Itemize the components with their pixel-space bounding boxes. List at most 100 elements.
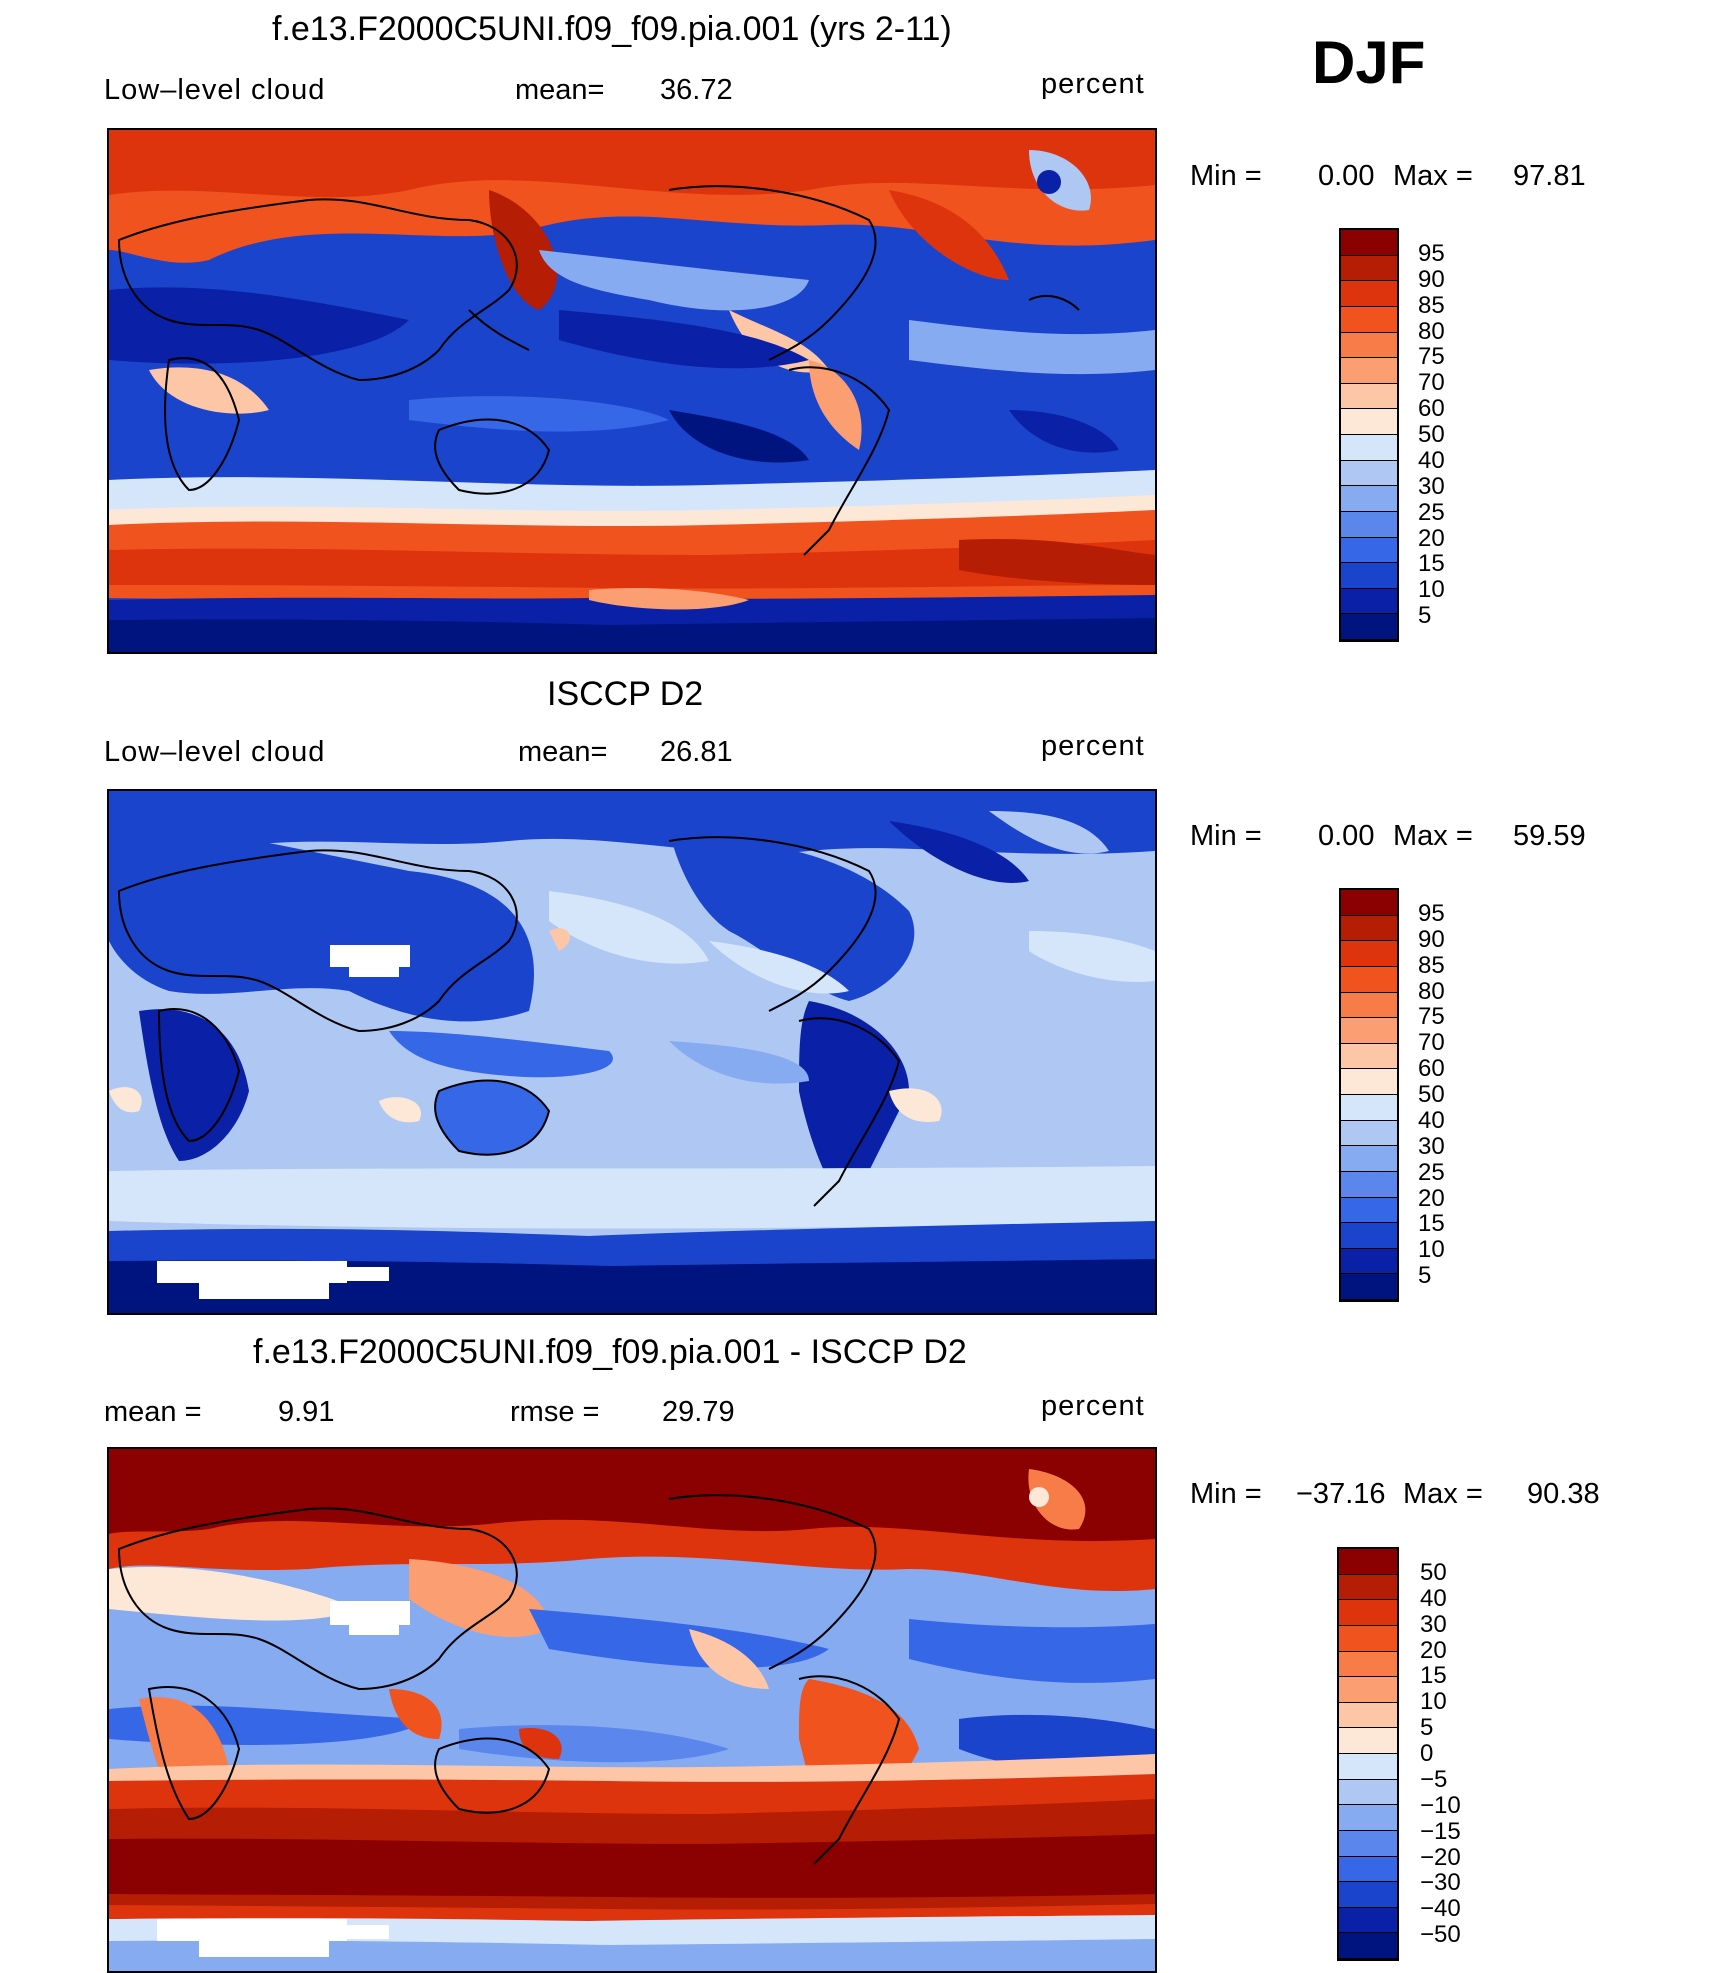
colorbar-swatch [1341,486,1397,512]
colorbar-tick-label: 50 [1420,1558,1447,1586]
colorbar-swatch [1341,1069,1397,1095]
min-value-model: 0.00 [1318,160,1375,192]
panel-mean-label-model: mean= [515,74,605,106]
colorbar-tick-label: 40 [1420,1584,1447,1612]
colorbar-swatch [1341,614,1397,640]
colorbar-swatch [1339,1625,1397,1652]
colorbar-tick-label: 20 [1418,1184,1445,1212]
colorbar-tick-label: 30 [1418,472,1445,500]
max-value-model: 97.81 [1513,160,1586,192]
colorbar-swatch [1341,1171,1397,1198]
max-value-diff: 90.38 [1527,1478,1600,1510]
panel-mean-value-diff: 9.91 [278,1396,335,1428]
colorbar-tick-label: 90 [1418,925,1445,953]
colorbar-swatch [1341,1146,1397,1172]
colorbar-swatch [1341,1197,1397,1224]
max-value-obs: 59.59 [1513,820,1586,852]
colorbar-swatch [1341,1223,1397,1249]
colorbar-tick-label: −30 [1420,1869,1461,1897]
colorbar-tick-label: 80 [1418,317,1445,345]
colorbar-swatch [1341,435,1397,461]
colorbar-swatch [1341,588,1397,615]
colorbar-tick-label: 5 [1418,602,1432,630]
colorbar-swatch [1339,1779,1397,1806]
max-label-model: Max = [1393,160,1473,192]
colorbar-swatch [1341,537,1397,564]
panel-mean-value-model: 36.72 [660,74,733,106]
colorbar-swatch [1339,1651,1397,1678]
panel-title-obs: ISCCP D2 [547,675,704,713]
colorbar-swatch [1339,1805,1397,1831]
colorbar-swatch [1341,966,1397,993]
colorbar-tick-label: 25 [1418,1158,1445,1186]
colorbar-swatch [1341,1095,1397,1121]
colorbar-swatch [1341,358,1397,384]
colorbar-tick-label: 10 [1418,1236,1445,1264]
panel-units-diff: percent [1041,1390,1145,1422]
colorbar-swatch [1341,563,1397,589]
colorbar-swatch [1341,890,1397,916]
max-label-diff: Max = [1403,1478,1483,1510]
colorbar-tick-label: 0 [1420,1740,1434,1767]
colorbar-tick-label: 5 [1420,1714,1434,1742]
colorbar-tick-label: 30 [1420,1610,1447,1638]
colorbar-swatch [1339,1677,1397,1703]
colorbar-tick-label: −40 [1420,1895,1461,1923]
panel-rmse-label-diff: rmse = [510,1396,600,1428]
panel-title-model: f.e13.F2000C5UNI.f09_f09.pia.001 (yrs 2-… [272,10,952,48]
panel-mean-value-obs: 26.81 [660,736,733,768]
panel-rmse-value-diff: 29.79 [662,1396,735,1428]
colorbar-swatch [1339,1933,1397,1959]
colorbar-tick-label: 70 [1418,1029,1445,1057]
colorbar-tick-label: 50 [1418,421,1445,448]
colorbar-tick-label: 90 [1418,265,1445,293]
colorbar-tick-label: 30 [1418,1132,1445,1160]
colorbar-swatch [1341,460,1397,487]
panel-mean-label-diff: mean = [104,1396,202,1428]
min-value-diff: −37.16 [1296,1478,1386,1510]
map-model-low-cloud [107,128,1157,654]
panel-variable-label-obs: Low–level cloud [104,736,326,768]
colorbar-swatch [1339,1549,1397,1575]
colorbar-tick-label: 20 [1420,1636,1447,1664]
colorbar-swatch [1341,992,1397,1019]
panel-title-diff: f.e13.F2000C5UNI.f09_f09.pia.001 - ISCCP… [253,1333,967,1371]
colorbar-swatch [1341,281,1397,307]
colorbar-tick-label: 75 [1418,1003,1445,1031]
colorbar-tick-label: 95 [1418,239,1445,267]
colorbar-swatch [1339,1702,1397,1729]
colorbar-swatch [1339,1907,1397,1934]
colorbar-swatch [1341,383,1397,410]
colorbar-tick-label: 10 [1420,1688,1447,1716]
colorbar-swatch [1341,1274,1397,1300]
colorbar-swatch [1341,1120,1397,1147]
colorbar-tick-label: −50 [1420,1921,1461,1949]
colorbar-swatch [1339,1856,1397,1883]
colorbar-tick-label: 25 [1418,498,1445,526]
colorbar-tick-label: 5 [1418,1262,1432,1290]
colorbar-tick-label: 60 [1418,395,1445,423]
colorbar-tick-label: 40 [1418,446,1445,474]
colorbar-tick-label: 40 [1418,1106,1445,1134]
colorbar-swatch [1341,941,1397,967]
colorbar-swatch [1341,332,1397,359]
max-label-obs: Max = [1393,820,1473,852]
colorbar-tick-label: −20 [1420,1843,1461,1871]
season-label: DJF [1312,29,1426,96]
colorbar-swatch [1341,306,1397,333]
colorbar-tick-label: 10 [1418,576,1445,604]
colorbar-swatch [1339,1754,1397,1780]
colorbar-swatch [1339,1600,1397,1626]
min-label-diff: Min = [1190,1478,1262,1510]
colorbar-tick-label: 75 [1418,343,1445,371]
colorbar-tick-label: 95 [1418,899,1445,927]
colorbar-swatch [1341,1018,1397,1044]
colorbar-swatch [1339,1830,1397,1857]
colorbar-tick-label: 60 [1418,1055,1445,1083]
colorbar-swatch [1341,230,1397,256]
colorbar-swatch [1339,1882,1397,1908]
colorbar-swatch [1341,255,1397,282]
colorbar-diff [1337,1547,1399,1961]
colorbar-tick-label: 15 [1420,1662,1447,1690]
panel-variable-label-model: Low–level cloud [104,74,326,106]
